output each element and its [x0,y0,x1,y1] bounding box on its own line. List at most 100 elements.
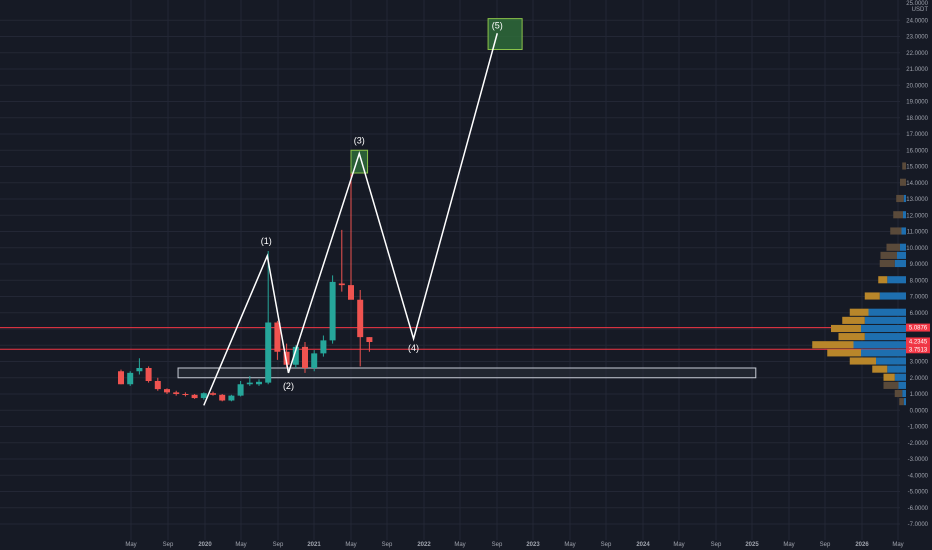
x-tick-label: May [235,542,246,548]
y-tick-label: 9.0000 [910,262,929,268]
candle-body [127,372,134,385]
profile-bar-up [868,308,906,316]
time-axis[interactable]: May Sep 2020 May Sep 2021 May Sep 2022 May Sep 2023… [125,542,903,548]
horizontal-lines[interactable] [0,327,906,350]
volume-profile [812,162,906,406]
y-tick-label: 10.0000 [906,246,928,252]
y-tick-label: 16.0000 [906,148,928,154]
profile-bar-down [842,316,865,324]
profile-bar-down [827,349,861,357]
wave-line[interactable] [203,33,499,406]
x-tick-label: 2026 [855,542,869,548]
wave-label: (3) [354,136,365,146]
wave-label: (2) [283,381,294,391]
profile-bar-down [838,333,865,341]
profile-bar-up [861,324,906,333]
profile-bar-down [831,324,861,333]
x-tick-label: Sep [820,542,831,548]
profile-bar-down [902,162,906,170]
price-tag-text: 3.7513 [909,347,928,353]
profile-bar-down [894,389,903,398]
price-axis[interactable]: USDT 25.0000 24.0000 23.0000 22.0000 21.000… [906,1,928,528]
elliott-wave-path[interactable]: (1) (2) (3) (4) (5) [203,20,503,406]
y-tick-label: -3.0000 [908,457,929,463]
y-tick-label: 22.0000 [906,51,928,57]
candle-body [292,346,299,365]
profile-bar-down [896,194,904,203]
profile-bar-up [901,227,906,235]
candle-body [228,395,235,401]
profile-bar-up [887,365,906,373]
x-tick-label: Sep [711,542,722,548]
candle-body [302,346,308,368]
price-tags: 5.0876 4.2345 3.7513 [906,323,930,354]
candle-body [338,283,345,286]
candle-body [136,368,143,372]
profile-bar-down [890,227,902,235]
candle-body [191,394,198,399]
candle-body [210,393,216,395]
profile-bar-up [900,243,906,251]
candle-body [311,353,318,368]
price-tag-text: 4.2345 [909,339,928,345]
profile-bar-up [864,333,906,341]
x-tick-label: 2025 [745,542,759,548]
candle-body [283,351,290,365]
profile-bar-down [879,259,895,268]
y-tick-label: 6.0000 [910,311,929,317]
y-tick-label: 3.0000 [910,360,929,366]
y-tick-label: -1.0000 [908,425,929,431]
candle-body [219,394,226,401]
candle-body [320,340,327,354]
y-tick-label: -5.0000 [908,490,929,496]
x-tick-label: Sep [163,542,174,548]
x-tick-label: 2021 [307,542,321,548]
profile-bar-down [900,178,906,186]
x-tick-label: May [673,542,684,548]
x-tick-label: Sep [492,542,503,548]
y-tick-label: -2.0000 [908,441,929,447]
profile-bar-down [849,357,876,365]
profile-bar-down [886,243,900,251]
x-tick-label: Sep [382,542,393,548]
y-tick-label: 15.0000 [906,165,928,171]
y-tick-label: 1.0000 [910,392,929,398]
y-tick-label: 19.0000 [906,100,928,106]
candle-body [154,381,161,390]
profile-bar-up [861,349,906,357]
y-tick-label: 21.0000 [906,67,928,73]
y-tick-label: 13.0000 [906,197,928,203]
profile-bar-down [880,251,897,259]
price-tag-bg [906,323,930,332]
price-tag: 5.0876 [906,323,930,332]
price-axis-top-label: 25.0000 [906,1,928,7]
candle-body [173,392,180,394]
price-tag-text: 5.0876 [909,326,928,332]
y-tick-label: 18.0000 [906,116,928,122]
profile-bar-up [902,389,906,398]
candle-body [274,322,281,352]
candle-body [237,384,244,396]
profile-bar-up [853,341,906,349]
support-zone[interactable] [177,367,757,379]
profile-bar-up [894,259,906,268]
profile-bar-up [903,398,906,406]
y-tick-label: 17.0000 [906,132,928,138]
candle-body [118,371,124,385]
candle-body [366,337,373,342]
y-tick-label: 11.0000 [907,230,929,236]
y-tick-label: -4.0000 [908,473,929,479]
support-zone-rect[interactable] [177,367,757,379]
candle-body [265,322,272,383]
x-tick-label: May [454,542,465,548]
candle-body [246,382,253,385]
candle-body [200,393,207,399]
target-zone-rect[interactable] [487,18,523,50]
x-tick-label: Sep [273,542,284,548]
profile-bar-up [864,316,906,324]
candle-body [164,389,170,393]
y-tick-label: 20.0000 [906,83,928,89]
y-tick-label: 8.0000 [910,278,929,284]
